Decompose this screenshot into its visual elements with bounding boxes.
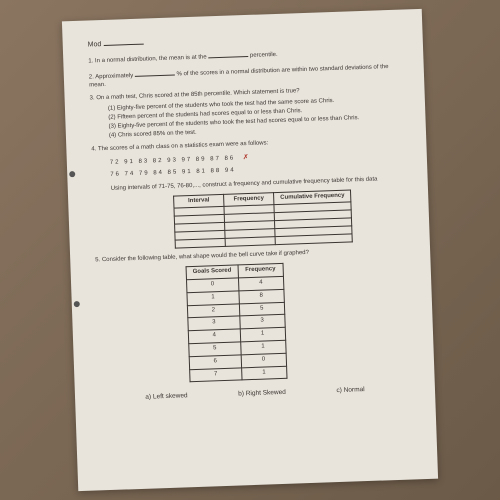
q1-text-before: 1. In a normal distribution, the mean is… (88, 54, 207, 64)
cell: 7 (190, 367, 242, 382)
punch-hole (69, 171, 75, 177)
worksheet-paper: Mod 1. In a normal distribution, the mea… (62, 9, 438, 491)
option-c: c) Normal (336, 386, 364, 395)
mod-header: Mod (88, 30, 398, 49)
frequency-table: Interval Frequency Cumulative Frequency (173, 189, 353, 249)
mod-label: Mod (88, 41, 102, 48)
q1-blank (208, 51, 248, 58)
question-3: 3. On a math test, Chris scored at the 8… (90, 85, 401, 141)
q1-text-after: percentile. (250, 52, 278, 59)
q3-options: (1) Eighty-five percent of the students … (108, 96, 401, 140)
question-2: 2. Approximately % of the scores in a no… (89, 61, 399, 89)
q4-data-1: 72 91 83 82 93 97 89 87 86 (110, 156, 236, 166)
q2-text-before: 2. Approximately (89, 73, 134, 81)
punch-hole (74, 301, 80, 307)
q4-instruction: Using intervals of 71-75, 76-80,..., con… (111, 175, 403, 193)
question-5: 5. Consider the following table, what sh… (95, 247, 410, 404)
table-row: 71 (190, 366, 287, 382)
option-a: a) Left skewed (145, 393, 188, 403)
option-b: b) Right Skewed (238, 389, 286, 399)
cell: 1 (241, 366, 286, 380)
mod-blank (103, 39, 143, 46)
q5-answer-options: a) Left skewed b) Right Skewed c) Normal (120, 386, 390, 404)
question-4: 4. The scores of a math class on a stati… (91, 136, 404, 252)
handwritten-mark: ✗ (243, 154, 251, 161)
goals-table: Goals Scored Frequency 04 18 25 33 41 51… (186, 263, 288, 383)
q2-blank (135, 69, 175, 76)
